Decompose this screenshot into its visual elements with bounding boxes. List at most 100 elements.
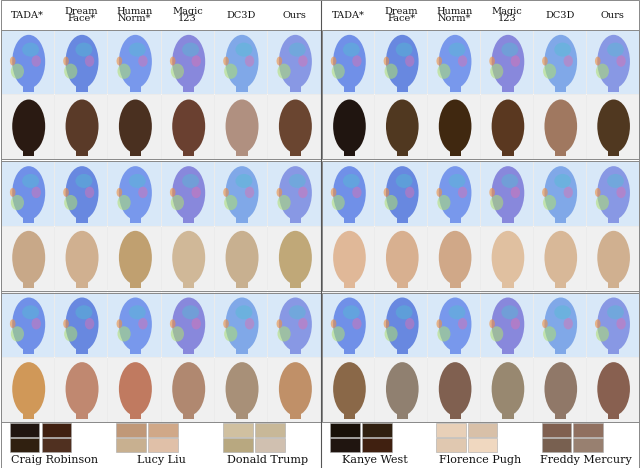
Ellipse shape (596, 195, 609, 210)
Bar (555, 210, 566, 223)
Bar (236, 210, 248, 223)
Bar (468, 439, 497, 453)
Bar (1, 292, 321, 422)
Ellipse shape (223, 319, 229, 328)
Ellipse shape (439, 298, 472, 351)
Bar (76, 275, 88, 288)
Bar (108, 30, 161, 94)
Bar (42, 439, 72, 453)
Ellipse shape (458, 318, 467, 329)
Ellipse shape (279, 298, 312, 351)
Ellipse shape (596, 326, 609, 342)
Bar (555, 79, 566, 92)
Ellipse shape (245, 55, 254, 67)
Bar (502, 406, 513, 419)
Ellipse shape (543, 64, 556, 79)
Ellipse shape (333, 166, 366, 219)
Bar (481, 95, 533, 159)
Ellipse shape (236, 43, 252, 57)
Bar (10, 423, 40, 438)
Bar (23, 406, 35, 419)
Ellipse shape (276, 57, 282, 66)
Ellipse shape (331, 57, 337, 66)
Bar (322, 292, 639, 422)
Bar (534, 162, 586, 226)
Text: Face*: Face* (67, 14, 95, 23)
Ellipse shape (11, 64, 24, 79)
Bar (55, 358, 107, 422)
Ellipse shape (385, 64, 397, 79)
Ellipse shape (490, 57, 495, 66)
Ellipse shape (545, 231, 577, 284)
Bar (428, 358, 480, 422)
Ellipse shape (511, 55, 520, 67)
Ellipse shape (343, 174, 360, 188)
Bar (608, 210, 620, 223)
Ellipse shape (172, 231, 205, 284)
Bar (428, 293, 480, 357)
Bar (290, 144, 301, 156)
Bar (55, 293, 107, 357)
Bar (1, 358, 54, 422)
Ellipse shape (436, 319, 442, 328)
Ellipse shape (458, 55, 467, 67)
Bar (555, 342, 566, 354)
Text: Ours: Ours (282, 10, 307, 20)
Bar (161, 162, 214, 226)
Ellipse shape (12, 231, 45, 284)
Bar (76, 79, 88, 92)
Bar (183, 342, 195, 354)
Ellipse shape (10, 319, 15, 328)
Bar (428, 30, 480, 94)
Ellipse shape (607, 174, 624, 188)
Bar (1, 95, 54, 159)
Text: TADA*: TADA* (12, 10, 44, 20)
Bar (555, 275, 566, 288)
Bar (428, 30, 480, 94)
Ellipse shape (171, 195, 184, 210)
Ellipse shape (597, 35, 630, 88)
Ellipse shape (501, 305, 518, 319)
Ellipse shape (492, 100, 524, 153)
Ellipse shape (492, 362, 524, 416)
Ellipse shape (31, 187, 41, 198)
Bar (436, 423, 466, 438)
Ellipse shape (191, 187, 201, 198)
Bar (481, 358, 533, 422)
Bar (148, 423, 178, 438)
Ellipse shape (129, 305, 146, 319)
Bar (130, 342, 141, 354)
Bar (481, 227, 533, 290)
Bar (55, 162, 107, 226)
Bar (534, 227, 586, 290)
Bar (542, 439, 572, 453)
Ellipse shape (436, 188, 442, 197)
Bar (215, 30, 267, 94)
Ellipse shape (333, 35, 366, 88)
Bar (375, 162, 427, 226)
Ellipse shape (333, 362, 366, 416)
Ellipse shape (439, 166, 472, 219)
Bar (215, 293, 267, 357)
Ellipse shape (554, 174, 571, 188)
Ellipse shape (385, 195, 397, 210)
Ellipse shape (170, 188, 175, 197)
Bar (55, 293, 107, 357)
Bar (344, 144, 355, 156)
Ellipse shape (31, 55, 41, 67)
Bar (375, 358, 427, 422)
Ellipse shape (225, 231, 259, 284)
Ellipse shape (236, 305, 252, 319)
Bar (608, 79, 620, 92)
Ellipse shape (333, 231, 366, 284)
Bar (481, 162, 533, 226)
Bar (236, 79, 248, 92)
Ellipse shape (65, 362, 99, 416)
Bar (428, 227, 480, 290)
Text: Human: Human (116, 7, 152, 16)
Bar (375, 293, 427, 357)
Ellipse shape (405, 318, 415, 329)
Bar (344, 275, 355, 288)
Bar (108, 358, 161, 422)
Bar (255, 439, 285, 453)
